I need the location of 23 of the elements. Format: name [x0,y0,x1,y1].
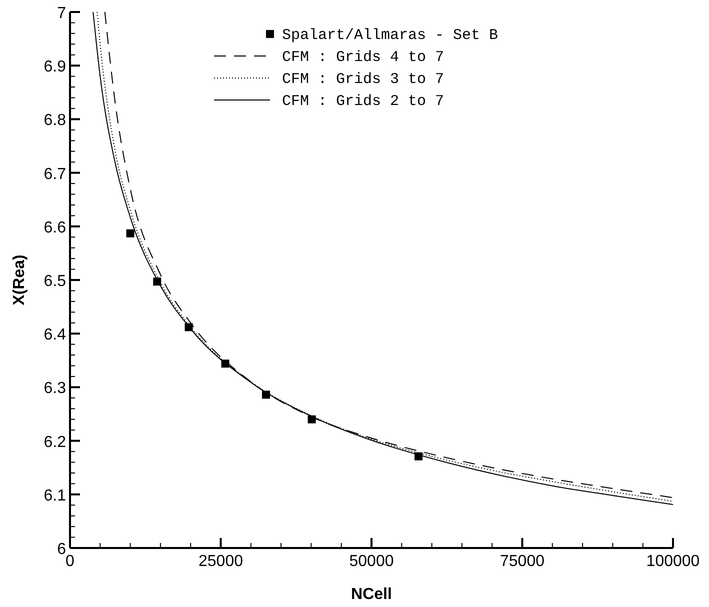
legend-label: CFM : Grids 4 to 7 [282,49,444,66]
y-tick-label: 6.3 [44,380,66,398]
x-tick-label: 100000 [646,553,700,570]
x-axis-title: NCell [351,586,392,603]
y-tick-label: 6.7 [44,166,66,183]
y-tick-label: 6.2 [44,434,66,451]
y-tick-label: 6 [57,541,66,558]
y-tick-label: 6.1 [44,487,66,504]
y-tick-label: 6.6 [44,219,66,236]
y-axis-title: X(Rea) [11,254,28,306]
y-tick-label: 6.5 [44,273,66,290]
legend-label: CFM : Grids 2 to 7 [282,93,444,110]
y-tick-label: 7 [57,5,66,22]
y-tick-label: 6.8 [44,112,66,130]
y-tick-label: 6.9 [44,58,66,76]
legend-label: Spalart/Allmaras - Set B [282,27,498,44]
point [126,229,134,238]
x-tick-label: 50000 [349,553,394,570]
y-tick-label: 6.4 [44,326,66,344]
x-tick-label: 25000 [198,553,244,570]
x-tick-label: 75000 [500,553,545,570]
x-tick-label: 0 [66,553,75,570]
legend-label: CFM : Grids 3 to 7 [282,71,444,88]
